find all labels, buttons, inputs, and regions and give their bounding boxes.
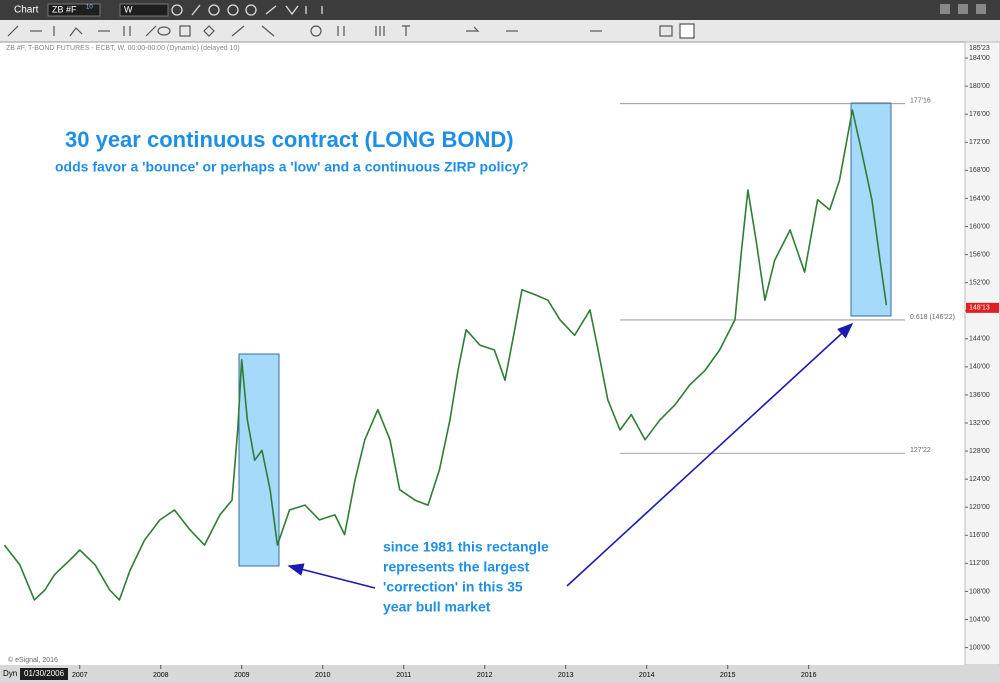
y-tick-label: 140'00 bbox=[969, 364, 990, 371]
y-tick-label: 172'00 bbox=[969, 139, 990, 146]
annotation-subtitle: odds favor a 'bounce' or perhaps a 'low'… bbox=[55, 159, 529, 175]
x-tick-label: 2012 bbox=[477, 672, 493, 679]
y-tick-label: 104'00 bbox=[969, 616, 990, 623]
level-label: 127'22 bbox=[910, 447, 931, 454]
app-name: Chart bbox=[14, 5, 39, 16]
badge: 10 bbox=[86, 5, 93, 11]
copyright: © eSignal, 2016 bbox=[8, 656, 58, 664]
annotation-line: 'correction' in this 35 bbox=[383, 579, 523, 595]
y-tick-label: 124'00 bbox=[969, 476, 990, 483]
chart-header: ZB #F, T-BOND FUTURES - ECBT, W, 00:00-0… bbox=[6, 45, 240, 52]
price-axis bbox=[964, 41, 1000, 666]
toolbar-icons[interactable] bbox=[171, 4, 323, 16]
date-box[interactable] bbox=[20, 668, 68, 680]
y-tick-label: 128'00 bbox=[969, 448, 990, 455]
y-tick-label: 164'00 bbox=[969, 195, 990, 202]
date-bar bbox=[0, 665, 1000, 683]
x-tick-label: 2007 bbox=[72, 672, 88, 679]
last-price-box bbox=[966, 302, 999, 313]
y-tick-label: 168'00 bbox=[969, 167, 990, 174]
plot: 177'16 0.618 (146'22) 127'22 bbox=[3, 98, 955, 601]
x-tick-label: 2010 bbox=[315, 672, 331, 679]
x-tick-label: 2016 bbox=[801, 672, 817, 679]
x-tick-label: 2015 bbox=[720, 672, 736, 679]
start-date: 01/30/2006 bbox=[24, 669, 65, 678]
y-tick-label: 120'00 bbox=[969, 504, 990, 511]
highlight-box bbox=[238, 353, 280, 567]
highlight-box bbox=[850, 102, 892, 317]
level-label: 0.618 (146'22) bbox=[910, 314, 955, 321]
x-tick-label: 2013 bbox=[558, 672, 574, 679]
y-tick-label: 176'00 bbox=[969, 111, 990, 118]
y-tick-label: 156'00 bbox=[969, 251, 990, 258]
tool-button[interactable] bbox=[679, 23, 695, 39]
interval-box[interactable] bbox=[119, 3, 169, 17]
level-label: 177'16 bbox=[910, 98, 931, 105]
drawing-toolbar bbox=[0, 20, 1000, 42]
annotation-line: since 1981 this rectangle bbox=[383, 539, 549, 555]
mode: Dyn bbox=[3, 669, 17, 678]
top-price-label: 185'23 bbox=[969, 45, 990, 52]
y-tick-label: 184'00 bbox=[969, 55, 990, 62]
x-tick-label: 2008 bbox=[153, 672, 169, 679]
drawing-tools[interactable] bbox=[7, 25, 673, 37]
x-tick-label: 2014 bbox=[639, 672, 655, 679]
symbol-box[interactable] bbox=[47, 3, 101, 17]
interval: W bbox=[124, 4, 133, 14]
y-tick-label: 132'00 bbox=[969, 420, 990, 427]
y-tick-label: 152'00 bbox=[969, 279, 990, 286]
window-buttons[interactable] bbox=[940, 4, 986, 14]
y-tick-label: 108'00 bbox=[969, 588, 990, 595]
annotation-note: since 1981 this rectangle represents the … bbox=[383, 539, 549, 615]
y-tick-label: 144'00 bbox=[969, 336, 990, 343]
symbol: ZB #F bbox=[52, 4, 77, 14]
arrow bbox=[566, 322, 854, 587]
annotation-line: year bull market bbox=[383, 599, 491, 615]
y-tick-label: 136'00 bbox=[969, 392, 990, 399]
x-tick-label: 2009 bbox=[234, 672, 250, 679]
annotation-title: 30 year continuous contract (LONG BOND) bbox=[65, 127, 514, 152]
last-price-label: 148'13 bbox=[969, 305, 990, 312]
annotation-line: represents the largest bbox=[383, 559, 530, 575]
y-tick-label: 112'00 bbox=[969, 560, 989, 567]
x-tick-label: 2011 bbox=[396, 672, 411, 679]
y-tick-label: 116'00 bbox=[969, 532, 989, 539]
y-tick-label: 100'00 bbox=[969, 644, 990, 651]
price-line bbox=[3, 109, 888, 601]
arrow bbox=[287, 563, 376, 589]
y-tick-label: 180'00 bbox=[969, 83, 990, 90]
y-tick-label: 160'00 bbox=[969, 223, 990, 230]
